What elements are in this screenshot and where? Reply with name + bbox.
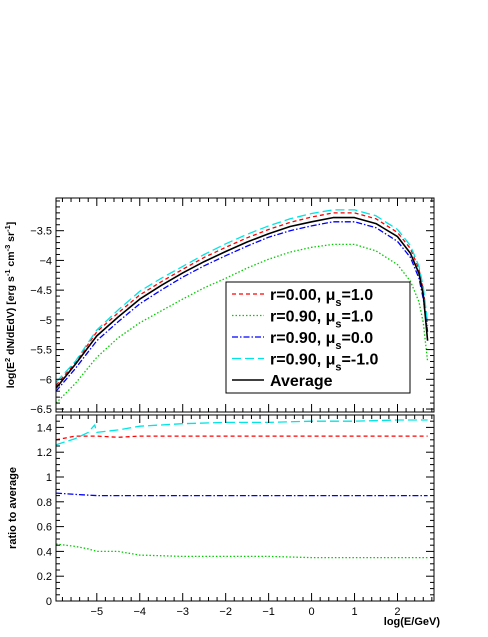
bottom-y-tick-label: 0.4	[37, 546, 52, 558]
legend-entry-mu: μ	[326, 352, 336, 369]
top-frame	[55, 197, 435, 413]
top-series-line-4	[56, 209, 429, 383]
legend-entry-mu: μ	[326, 287, 336, 304]
legend-entry-mu: μ	[326, 330, 336, 347]
legend-entry-suffix: =1.0	[342, 309, 374, 326]
top-y-tick-label: −4.5	[30, 285, 52, 297]
bottom-series-group	[56, 419, 428, 559]
legend-entry-subscript: s	[335, 362, 341, 374]
bottom-x-tick-label: 1	[351, 606, 357, 618]
bottom-y-tick-label: 0	[46, 596, 52, 608]
bottom-x-tick-label: −4	[133, 606, 146, 618]
legend-entry-subscript: s	[335, 340, 341, 352]
legend-entry-subscript: s	[335, 319, 341, 331]
top-y-tick-label: −6	[39, 374, 52, 386]
y-label-superscript: 2	[3, 358, 12, 362]
bottom-x-tick-label: −1	[262, 606, 275, 618]
bottom-y-tick-label: 1.2	[37, 447, 52, 459]
bottom-y-tick-label: 0.2	[37, 571, 52, 583]
top-y-axis-label: log(E2 dN/dEdV) [erg s-1 cm-3 sr-1]	[3, 222, 18, 389]
legend-entry-5: Average	[270, 373, 333, 390]
legend: r=0.00, μs=1.0r=0.90, μs=1.0r=0.90, μs=0…	[225, 281, 411, 394]
top-y-tick-label: −3.5	[30, 226, 52, 238]
y-label-text: sr	[5, 232, 17, 245]
top-series-line-5	[56, 216, 429, 389]
bottom-series-line-4	[56, 419, 428, 446]
legend-entry-prefix: Average	[270, 373, 333, 390]
bottom-series-line-3	[56, 492, 428, 497]
legend-entry-prefix: r=0.90,	[270, 309, 326, 326]
legend-entry-2: r=0.90, μs=1.0	[270, 309, 373, 331]
legend-entry-4: r=0.90, μs=-1.0	[270, 352, 379, 374]
y-label-superscript: -3	[3, 245, 12, 252]
bottom-x-tick-label: −5	[91, 606, 104, 618]
bottom-x-tick-label: 0	[309, 606, 315, 618]
legend-entry-prefix: r=0.90,	[270, 352, 326, 369]
bottom-panel: −5 −4 −3 −2 −1 0 1 2 0 0.2 0.4 0.6 0.8 1 1.2 1.4 ratio t…	[7, 414, 441, 628]
y-label-superscript: -1	[3, 270, 12, 277]
legend-entry-1: r=0.00, μs=1.0	[270, 287, 373, 309]
y-label-text: ]	[5, 222, 17, 226]
bottom-series-line-1	[56, 435, 428, 441]
top-y-tick-label: −5.5	[30, 345, 52, 357]
bottom-x-tick-label: 2	[394, 606, 400, 618]
legend-entry-subscript: s	[335, 297, 341, 309]
bottom-series-line-2	[56, 543, 428, 559]
legend-entry-mu: μ	[326, 309, 336, 326]
top-series-line-2	[56, 243, 429, 404]
legend-entry-suffix: =0.0	[342, 330, 374, 347]
y-label-text: cm	[5, 251, 17, 269]
bottom-y-tick-label: 1.4	[37, 422, 52, 434]
legend-entry-suffix: =-1.0	[342, 352, 379, 369]
top-y-tick-label: −5	[39, 315, 52, 327]
legend-entry-3: r=0.90, μs=0.0	[270, 330, 373, 352]
y-label-superscript: -1	[3, 225, 12, 232]
legend-entry-prefix: r=0.00,	[270, 287, 326, 304]
top-y-tick-label: −4	[39, 255, 52, 267]
bottom-x-tick-label: −2	[219, 606, 232, 618]
top-y-tick-label: −6.5	[30, 404, 52, 416]
bottom-x-tick-label: −3	[176, 606, 189, 618]
bottom-x-axis-label: log(E/GeV)	[384, 616, 441, 628]
y-label-text: dN/dEdV) [erg s	[5, 276, 17, 358]
top-series-group	[56, 209, 429, 404]
legend-entry-suffix: =1.0	[342, 287, 374, 304]
bottom-y-tick-label: 1	[46, 472, 52, 484]
legend-entry-prefix: r=0.90,	[270, 330, 326, 347]
top-series-line-3	[56, 221, 429, 392]
top-panel: −3.5 −4 −4.5 −5 −5.5 −6 −6.5 log(E2 dN/dEdV) [e…	[3, 197, 435, 416]
top-series-line-1	[56, 212, 429, 386]
bottom-y-tick-label: 0.8	[37, 497, 52, 509]
bottom-y-tick-label: 0.6	[37, 522, 52, 534]
bottom-y-axis-label: ratio to average	[7, 467, 19, 549]
y-label-text: log(E	[5, 362, 17, 388]
